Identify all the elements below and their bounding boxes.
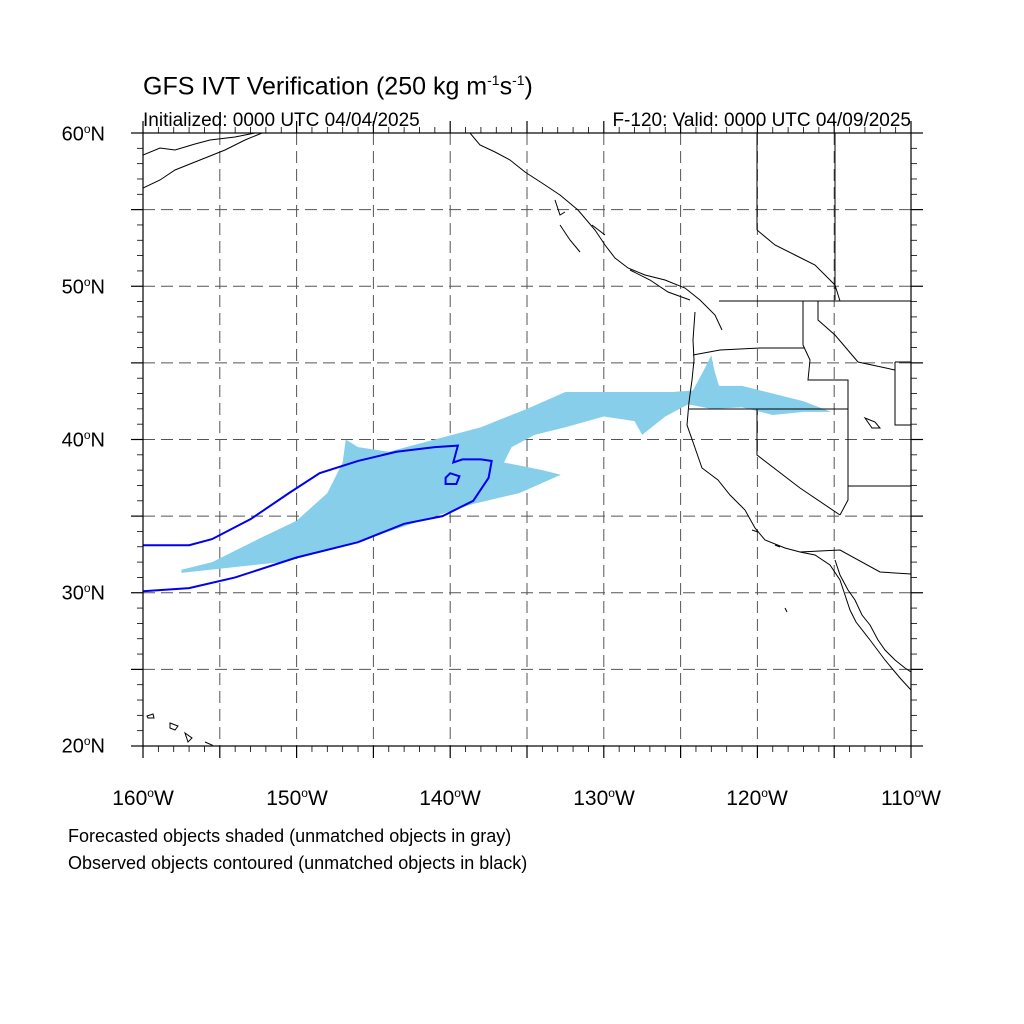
observed-ivt-contours: [143, 444, 493, 593]
lon-label-110w: 110oW: [881, 786, 941, 810]
bc-interior-lines: [756, 133, 841, 302]
caption-observed: Observed objects contoured (unmatched ob…: [68, 853, 528, 873]
observed-contour: [143, 444, 493, 593]
lon-label-160w: 160oW: [112, 786, 174, 810]
lon-label-150w: 150oW: [266, 786, 328, 810]
offshore-islands: [751, 416, 882, 613]
idaho-borders: [802, 301, 896, 409]
alaska-coastline-north: [143, 133, 256, 156]
lat-label-60: 60oN: [61, 122, 105, 146]
map-frame: [142, 132, 912, 747]
forecast-ivt-object: [181, 355, 832, 573]
axis-ticks: [131, 121, 923, 758]
wyoming-border: [894, 361, 911, 426]
lat-label-40: 40oN: [61, 428, 105, 452]
mexico-border: [799, 549, 911, 575]
california-nevada-border: [756, 409, 841, 516]
coastlines-and-borders: [143, 133, 911, 746]
alaska-panhandle-coast: [469, 133, 723, 331]
lat-label-50: 50oN: [61, 275, 105, 299]
alaska-islands: [554, 199, 691, 301]
hawaii-islands: [146, 713, 214, 746]
graticule-grid: [143, 133, 911, 746]
alaska-coastline: [143, 133, 263, 189]
valid-time: F-120: Valid: 0000 UTC 04/09/2025: [612, 110, 911, 131]
nevada-east-border: [839, 409, 849, 516]
lat-label-20: 20oN: [61, 734, 105, 758]
washington-oregon-border: [692, 347, 805, 356]
lon-label-130w: 130oW: [573, 786, 635, 810]
lat-label-30: 30oN: [61, 581, 105, 605]
observed-contour: [444, 472, 461, 485]
caption-forecast: Forecasted objects shaded (unmatched obj…: [68, 826, 512, 846]
us-west-coast: [686, 311, 911, 691]
lon-label-120w: 120oW: [726, 786, 788, 810]
baja-california: [834, 559, 911, 673]
initialized-time: Initialized: 0000 UTC 04/04/2025: [143, 110, 420, 131]
lon-label-140w: 140oW: [419, 786, 481, 810]
figure-title: GFS IVT Verification (250 kg m-1s-1): [143, 72, 533, 101]
